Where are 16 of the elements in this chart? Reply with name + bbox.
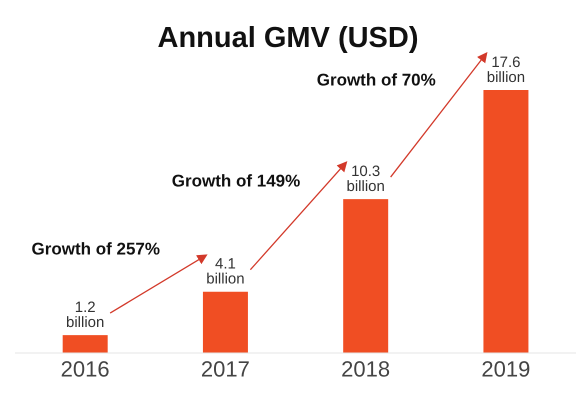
chart-title: Annual GMV (USD) [156,22,420,55]
bar [202,292,248,353]
data-label: 10.3 billion [346,163,385,196]
text: Growth of 70% [316,70,436,90]
bar [483,90,528,353]
x-tick-label: 2016 [60,356,110,382]
annotation: Growth of 149% [172,171,300,190]
x-tick-label: 2019 [481,356,530,382]
x-tick-label: 2018 [341,356,390,382]
data-label: 4.1 billion [206,256,245,288]
data-label: 17.6 billion [486,54,526,86]
data-label: 1.2 billion [66,299,104,332]
x-tick-label: 2017 [200,356,250,382]
bar [343,199,388,353]
annotation: Growth of 257% [32,239,160,258]
bar [62,335,108,353]
